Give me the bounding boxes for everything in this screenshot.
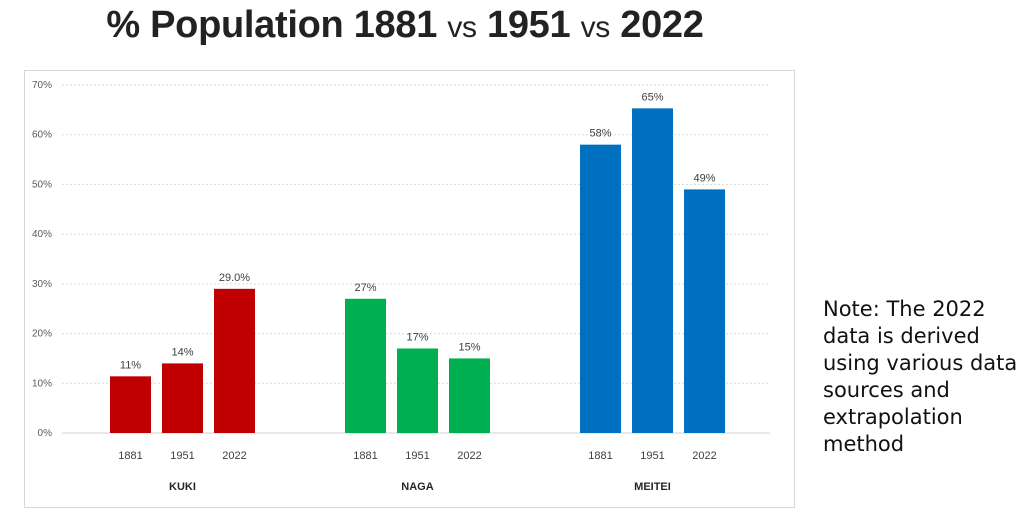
data-label: 65% [641,91,663,103]
data-label: 11% [120,359,141,371]
y-tick-label: 0% [38,428,53,439]
group-label: KUKI [169,481,196,493]
bar [214,288,255,433]
data-label: 29.0% [219,272,250,284]
group-label: MEITEI [634,481,671,493]
title-year-2022: 2022 [620,4,704,46]
bar [110,376,151,433]
title-prefix: % Population [106,4,344,46]
title-year-1881: 1881 [353,4,438,46]
population-bar-chart: 0% 10% 20% 30% 40% 50% 60% 70% 11% 1881 14% 1951 29.… [32,80,770,493]
data-label: 15% [458,341,480,353]
data-label: 49% [693,172,715,184]
bar [345,298,386,433]
title-year-1951: 1951 [486,4,571,46]
data-label: 17% [406,331,428,343]
x-tick-label: 1951 [640,450,664,462]
x-tick-label: 1881 [353,450,377,462]
data-label: 14% [171,346,193,358]
title-vs-1: vs [447,11,477,44]
y-tick-label: 70% [32,80,52,91]
chart-title: % Population 1881 vs 1951 vs 2022 [0,4,810,47]
bar [162,363,203,433]
y-tick-label: 50% [32,179,52,190]
bar [449,358,490,433]
data-label: 27% [354,282,376,294]
footnote: Note: The 2022 data is derived using var… [823,297,1018,456]
x-tick-label: 2022 [692,450,716,462]
y-tick-label: 20% [32,329,52,340]
bar [632,108,673,433]
bar [580,144,621,433]
x-tick-label: 1951 [405,450,429,462]
x-tick-label: 1951 [170,450,194,462]
bar [397,348,438,433]
bar [684,189,725,433]
x-tick-label: 2022 [222,450,246,462]
y-tick-label: 30% [32,279,52,290]
title-vs-2: vs [580,11,611,44]
group-label: NAGA [401,481,433,493]
y-tick-label: 10% [32,378,52,389]
data-label: 58% [589,128,611,140]
x-tick-label: 1881 [118,450,142,462]
x-tick-label: 1881 [588,450,612,462]
y-tick-label: 60% [32,130,52,141]
x-tick-label: 2022 [457,450,481,462]
y-tick-label: 40% [32,229,52,240]
